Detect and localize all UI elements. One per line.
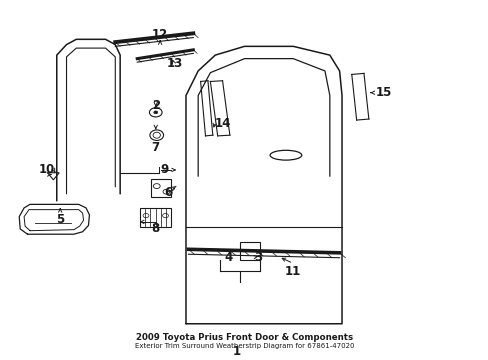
Text: Exterior Trim Surround Weatherstrip Diagram for 67861-47020: Exterior Trim Surround Weatherstrip Diag… bbox=[135, 343, 353, 349]
Text: 13: 13 bbox=[166, 57, 183, 71]
Text: 4: 4 bbox=[224, 251, 233, 264]
Text: 11: 11 bbox=[285, 265, 301, 278]
Text: 12: 12 bbox=[152, 28, 168, 41]
Circle shape bbox=[154, 111, 158, 114]
Text: 10: 10 bbox=[39, 163, 55, 176]
Text: 2009 Toyota Prius Front Door & Components: 2009 Toyota Prius Front Door & Component… bbox=[136, 333, 352, 342]
Text: 6: 6 bbox=[163, 185, 172, 199]
Text: 14: 14 bbox=[214, 117, 230, 130]
Text: 3: 3 bbox=[254, 251, 262, 264]
Text: 5: 5 bbox=[56, 213, 64, 226]
Text: 8: 8 bbox=[151, 222, 160, 235]
Text: 7: 7 bbox=[151, 141, 160, 154]
Text: 15: 15 bbox=[375, 86, 392, 99]
Text: 9: 9 bbox=[160, 163, 168, 176]
Text: 2: 2 bbox=[151, 99, 160, 112]
Text: 1: 1 bbox=[233, 345, 241, 358]
